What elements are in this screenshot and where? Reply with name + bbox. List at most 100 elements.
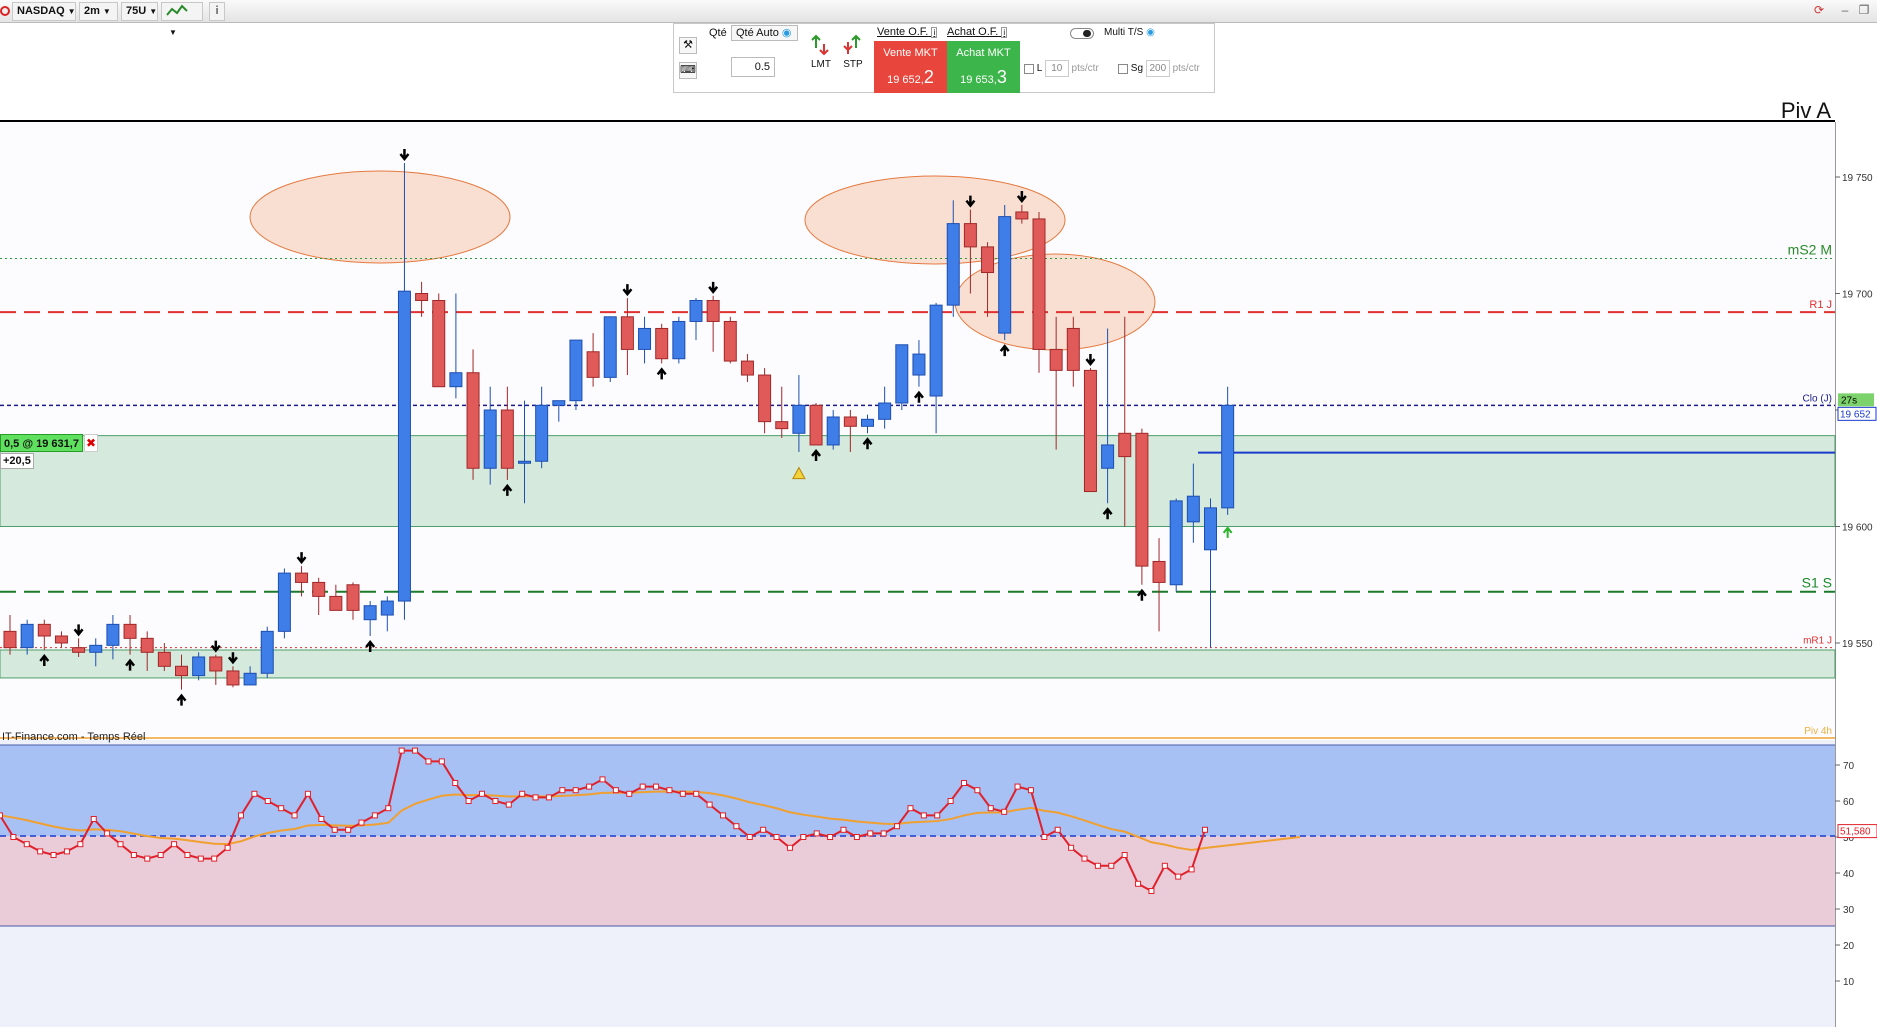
- bear-candle: [140, 637, 154, 653]
- bear-candle: [346, 584, 360, 611]
- bull-candle: [603, 316, 617, 378]
- chevron-down-icon: ▼: [102, 7, 111, 16]
- qty-value: 0.5: [754, 61, 770, 73]
- qty-auto-label: Qté Auto: [736, 27, 779, 39]
- rsi-point: [706, 801, 713, 808]
- rsi-point: [479, 790, 485, 797]
- refresh-icon[interactable]: ⟳: [1813, 3, 1825, 17]
- l-input[interactable]: 10: [1044, 60, 1069, 77]
- rsi-point: [492, 798, 499, 804]
- restore-button[interactable]: ❐: [1858, 3, 1870, 17]
- rsi-point: [505, 801, 512, 808]
- rsi-point: [853, 834, 860, 840]
- price-axis[interactable]: [1835, 122, 1877, 1027]
- keyboard-icon[interactable]: ⌨: [679, 62, 697, 79]
- support-zone-upper: [0, 435, 1836, 528]
- buy-signal-arrow-icon: [999, 344, 1010, 357]
- bull-candle: [672, 320, 686, 360]
- bull-candle: [397, 290, 411, 602]
- osc-tick-label: 10: [1843, 977, 1855, 988]
- support-zone-lower: [0, 649, 1836, 679]
- buy-signal-arrow-icon: [1102, 507, 1113, 520]
- rsi-point: [1188, 866, 1195, 873]
- rsi-point: [1135, 880, 1142, 887]
- rsi-point: [264, 798, 271, 804]
- rsi-point: [425, 758, 432, 765]
- rsi-point: [0, 812, 3, 819]
- sell-of-label[interactable]: Vente O.F. i: [877, 26, 938, 38]
- lmt-label: LMT: [811, 59, 831, 70]
- l-checkbox[interactable]: [1024, 63, 1034, 74]
- bull-candle: [106, 623, 120, 646]
- minimize-button[interactable]: –: [1841, 3, 1849, 17]
- rsi-point: [679, 790, 686, 797]
- lmt-button[interactable]: LMT: [810, 34, 832, 70]
- rsi-point: [130, 852, 137, 858]
- mr1j-level-label: mR1 J: [1803, 636, 1832, 647]
- bull-candle: [998, 216, 1012, 334]
- sg-input[interactable]: 200: [1145, 60, 1170, 77]
- rsi-point: [211, 855, 218, 862]
- price-chart-area[interactable]: [0, 122, 1835, 736]
- bear-candle: [655, 327, 669, 360]
- bear-candle: [123, 623, 137, 639]
- bear-candle: [54, 635, 68, 644]
- rsi-point: [197, 855, 204, 862]
- rsi-point: [251, 790, 258, 797]
- qty-label: Qté: [709, 27, 727, 39]
- highlight-ellipse: [804, 175, 1066, 265]
- bull-candle: [552, 400, 566, 406]
- info-button[interactable]: ⅰ: [209, 2, 225, 21]
- units-selector[interactable]: 75U ▼: [121, 2, 158, 21]
- buy-market-button[interactable]: Achat MKT 19 653,3: [947, 41, 1020, 93]
- chart-title: Piv A: [1780, 98, 1831, 123]
- chart-type-selector[interactable]: ▼: [161, 2, 203, 37]
- bull-candle: [689, 299, 703, 322]
- bull-candle: [518, 460, 531, 464]
- rsi-point: [934, 812, 941, 819]
- info-icon: i: [1001, 27, 1008, 38]
- buy-price-tail: 3: [996, 67, 1007, 87]
- rsi-point: [157, 852, 164, 858]
- rsi-point: [532, 794, 539, 801]
- buy-of-label[interactable]: Achat O.F. i: [947, 26, 1008, 38]
- sell-signal-arrow-icon: [622, 284, 633, 297]
- bear-candle: [843, 416, 857, 427]
- toggle-knob: [1083, 30, 1091, 37]
- stop-arrows-icon: [843, 34, 861, 54]
- qty-input[interactable]: 0.5: [731, 57, 775, 77]
- bear-candle: [1049, 348, 1063, 371]
- ms2m-level-label: mS2 M: [1788, 242, 1832, 258]
- multi-ts-toggle[interactable]: [1070, 28, 1094, 39]
- price-tick-label: 19 550: [1842, 639, 1873, 650]
- osc-tick-label: 30: [1843, 905, 1855, 916]
- bear-candle: [758, 374, 772, 423]
- rsi-point: [90, 816, 97, 822]
- rsi-point: [184, 852, 191, 858]
- qty-auto-button[interactable]: Qté Auto ◉: [731, 25, 798, 41]
- bear-candle: [620, 316, 634, 350]
- wrench-icon[interactable]: ⚒: [679, 37, 697, 54]
- close-price-badge: [1837, 406, 1877, 421]
- bear-candle: [500, 409, 514, 469]
- rsi-point: [1054, 826, 1061, 833]
- stp-button[interactable]: STP: [842, 34, 864, 70]
- close-position-icon[interactable]: ✖: [84, 434, 98, 452]
- timeframe-label: 2m: [84, 5, 100, 17]
- rsi-point: [987, 805, 994, 812]
- rsi-point: [760, 826, 767, 833]
- rsi-point: [907, 805, 914, 812]
- sg-checkbox[interactable]: [1118, 63, 1128, 74]
- sell-market-button[interactable]: Vente MKT 19 652,2: [874, 41, 947, 93]
- overbought-band: [0, 745, 1835, 836]
- buy-signal-arrow-icon: [125, 658, 136, 671]
- bull-candle: [483, 409, 497, 469]
- symbol-selector[interactable]: NASDAQ ▼: [12, 2, 76, 21]
- sell-signal-arrow-icon: [210, 640, 221, 653]
- bull-candle: [638, 327, 652, 350]
- position-badge[interactable]: 0,5 @ 19 631,7: [0, 434, 83, 452]
- price-tick-label: 19 750: [1842, 173, 1873, 184]
- sell-signal-arrow-icon: [1016, 190, 1027, 203]
- timeframe-selector[interactable]: 2m ▼: [79, 2, 118, 21]
